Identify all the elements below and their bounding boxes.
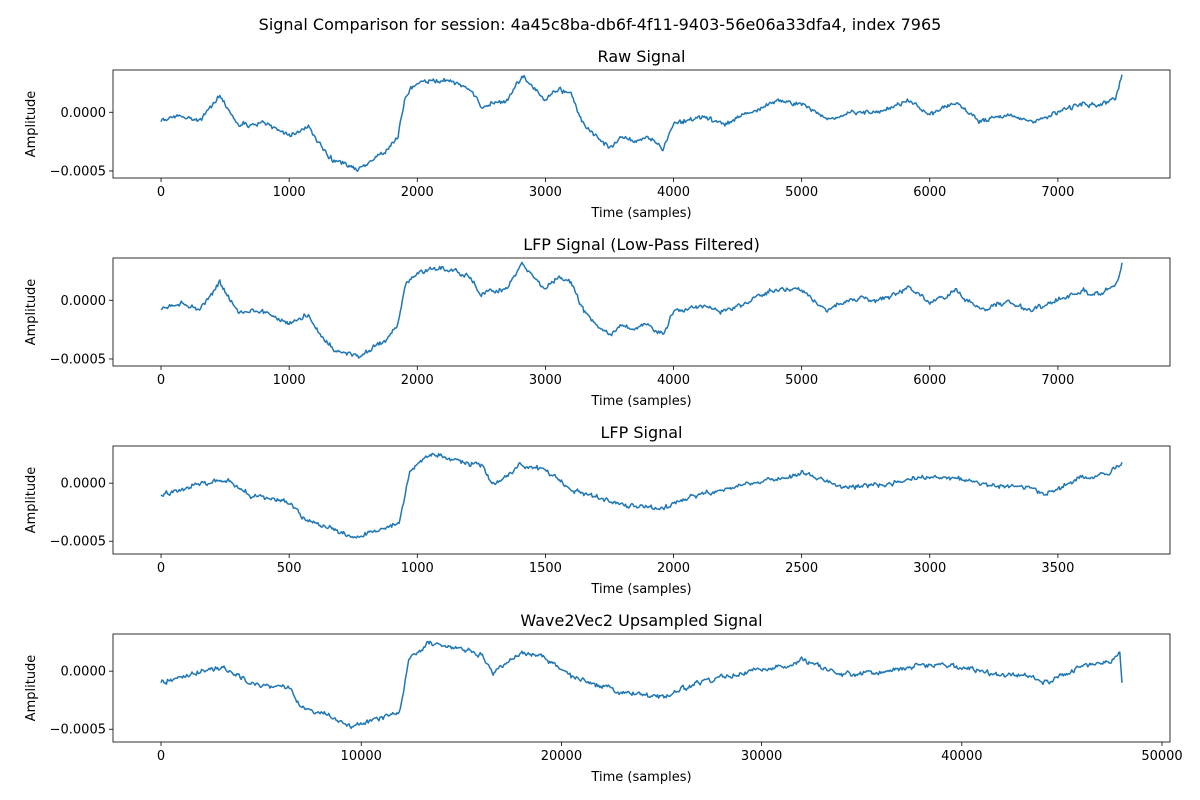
- signal-line: [160, 640, 1123, 730]
- x-tick-label: 500: [277, 561, 302, 576]
- signal-line: [160, 74, 1123, 172]
- x-tick-label: 5000: [785, 185, 818, 200]
- axes-frame: [112, 633, 1171, 743]
- y-tick-label: 0.0000: [61, 294, 107, 309]
- figure-suptitle: Signal Comparison for session: 4a45c8ba-…: [259, 15, 942, 34]
- x-tick-label: 1000: [401, 561, 434, 576]
- y-tick-label: −0.0005: [50, 723, 106, 738]
- x-axis-label: Time (samples): [590, 206, 691, 221]
- y-tick-label: −0.0005: [50, 164, 106, 179]
- subplot-title: LFP Signal: [601, 423, 683, 442]
- x-tick-label: 3000: [529, 185, 562, 200]
- x-tick-label: 10000: [341, 749, 382, 764]
- x-tick-label: 2000: [401, 185, 434, 200]
- x-tick-label: 4000: [657, 185, 690, 200]
- x-axis-label: Time (samples): [590, 394, 691, 409]
- x-tick-label: 50000: [1141, 749, 1182, 764]
- x-tick-label: 0: [157, 561, 165, 576]
- subplot-title: Wave2Vec2 Upsampled Signal: [520, 611, 762, 630]
- y-axis-label: Amplitude: [24, 91, 39, 158]
- subplot-wave2vec2-upsampled: Wave2Vec2 Upsampled Signal Time (samples…: [24, 611, 1183, 785]
- y-axis-label: Amplitude: [24, 655, 39, 722]
- subplot-title: LFP Signal (Low-Pass Filtered): [523, 235, 760, 254]
- x-tick-label: 4000: [657, 373, 690, 388]
- axes-frame: [112, 257, 1171, 367]
- x-tick-label: 20000: [541, 749, 582, 764]
- x-tick-label: 6000: [913, 373, 946, 388]
- y-axis-label: Amplitude: [24, 279, 39, 346]
- y-tick-label: −0.0005: [50, 535, 106, 550]
- x-tick-label: 7000: [1041, 373, 1074, 388]
- y-axis-label: Amplitude: [24, 467, 39, 534]
- x-tick-label: 3000: [529, 373, 562, 388]
- x-tick-label: 40000: [941, 749, 982, 764]
- x-tick-label: 1000: [273, 373, 306, 388]
- x-tick-label: 2000: [401, 373, 434, 388]
- x-tick-label: 5000: [785, 373, 818, 388]
- x-tick-label: 1500: [529, 561, 562, 576]
- x-axis-label: Time (samples): [590, 582, 691, 597]
- x-tick-label: 0: [157, 749, 165, 764]
- axes-frame: [112, 69, 1171, 179]
- x-tick-label: 2000: [657, 561, 690, 576]
- subplot-lfp-filtered: LFP Signal (Low-Pass Filtered) Time (sam…: [24, 235, 1171, 409]
- x-tick-label: 7000: [1041, 185, 1074, 200]
- x-tick-label: 1000: [273, 185, 306, 200]
- y-tick-label: 0.0000: [61, 665, 107, 680]
- x-tick-label: 3500: [1041, 561, 1074, 576]
- axes-frame: [112, 445, 1171, 555]
- y-tick-label: −0.0005: [50, 352, 106, 367]
- x-tick-label: 0: [157, 185, 165, 200]
- x-axis-label: Time (samples): [590, 770, 691, 785]
- subplot-title: Raw Signal: [598, 47, 686, 66]
- x-tick-label: 3000: [913, 561, 946, 576]
- signal-line: [160, 452, 1123, 539]
- subplot-lfp-signal: LFP Signal Time (samples) Amplitude 0 500…: [24, 423, 1171, 597]
- signal-line: [160, 261, 1123, 359]
- x-tick-label: 2500: [785, 561, 818, 576]
- subplot-raw-signal: Raw Signal Time (samples) Amplitude 0 100…: [24, 47, 1171, 221]
- x-tick-label: 30000: [741, 749, 782, 764]
- y-tick-label: 0.0000: [61, 106, 107, 121]
- x-tick-label: 6000: [913, 185, 946, 200]
- y-tick-label: 0.0000: [61, 477, 107, 492]
- x-tick-label: 0: [157, 373, 165, 388]
